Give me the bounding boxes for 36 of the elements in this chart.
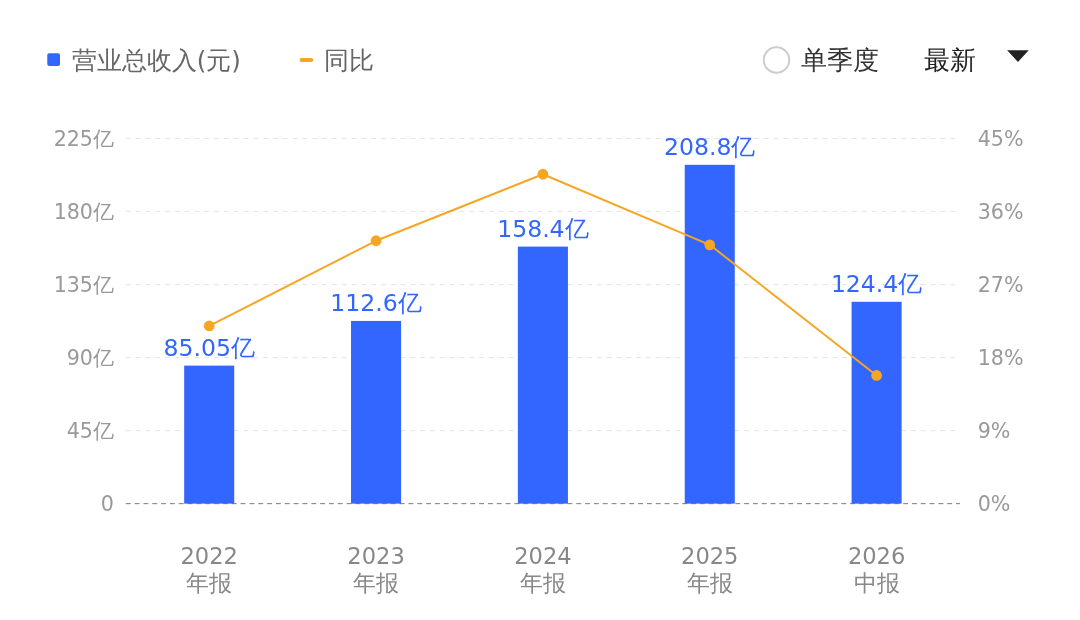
point — [871, 370, 883, 381]
point — [704, 239, 716, 251]
x-tick-label: 2025 年报 — [681, 543, 739, 596]
data-label: 124.4亿 — [830, 269, 923, 298]
bar — [684, 164, 735, 504]
bar — [351, 320, 402, 504]
y2-tick-label: 9% — [977, 418, 1011, 443]
x-tick-label: 2023 年报 — [347, 543, 405, 596]
bar — [517, 246, 568, 504]
y-tick-label: 0 — [100, 491, 114, 516]
y-tick-label: 180亿 — [53, 199, 114, 224]
y2-tick-label: 27% — [977, 272, 1024, 297]
data-label: 158.4亿 — [497, 214, 589, 243]
x-tick-label: 2026 中报 — [847, 543, 906, 596]
y-tick-label: 225亿 — [53, 126, 114, 151]
y2-tick-label: 45% — [977, 126, 1024, 151]
point — [370, 235, 382, 247]
text: 单季度 — [801, 44, 880, 75]
data-label: 85.05亿 — [163, 333, 255, 362]
bar — [184, 365, 235, 504]
legend-label: 营业总收入(元) — [71, 45, 241, 75]
bar — [851, 301, 902, 504]
y2-tick-label: 0% — [977, 491, 1011, 516]
x-tick-label: 2024 年报 — [514, 543, 572, 596]
y2-tick-label: 36% — [977, 199, 1024, 224]
x-tick-label: 2022 年报 — [180, 543, 238, 596]
y-tick-label: 45亿 — [66, 418, 114, 443]
y-tick-label: 135亿 — [53, 272, 114, 297]
point — [537, 168, 549, 180]
y2-tick-label: 18% — [977, 345, 1024, 370]
legend-label: 同比 — [324, 45, 375, 75]
point — [203, 320, 215, 332]
y-tick-label: 90亿 — [66, 345, 114, 370]
text: 最新 — [923, 44, 976, 75]
data-label: 208.8亿 — [664, 133, 756, 162]
data-label: 112.6亿 — [330, 289, 422, 318]
